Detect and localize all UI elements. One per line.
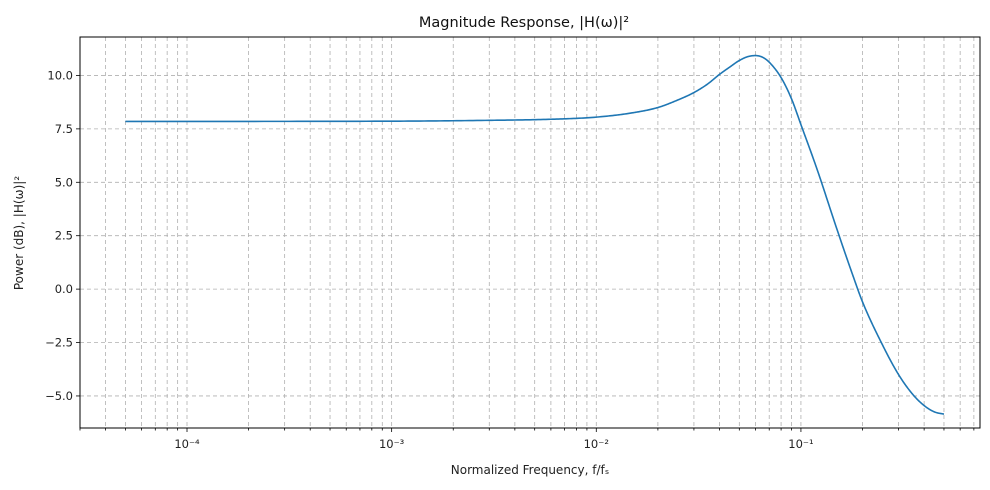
- y-tick-label: 0.0: [55, 282, 73, 296]
- y-tick-label: −2.5: [45, 336, 73, 350]
- x-tick-label: 10⁻¹: [788, 437, 813, 451]
- plot-area-frame: [79, 36, 981, 429]
- x-axis-label: Normalized Frequency, f/fₛ: [451, 463, 609, 477]
- y-tick-label: 2.5: [55, 229, 73, 243]
- y-axis-label: Power (dB), |H(ω)|²: [12, 176, 26, 290]
- y-tick-label: 10.0: [47, 68, 73, 82]
- x-tick-label: 10⁻³: [379, 437, 405, 451]
- x-tick-label: 10⁻⁴: [174, 437, 200, 451]
- x-tick-label: 10⁻²: [584, 437, 609, 451]
- y-axis-ticks: 10.0 7.5 5.0 2.5 0.0 −2.5 −5.0: [45, 68, 80, 403]
- grid: [79, 37, 980, 428]
- y-tick-label: 5.0: [55, 175, 73, 189]
- y-tick-label: −5.0: [45, 389, 73, 403]
- x-axis-ticks: 10⁻⁴ 10⁻³ 10⁻² 10⁻¹: [79, 428, 975, 451]
- series-line: [125, 54, 945, 415]
- series-layer: [125, 54, 945, 415]
- chart-title: Magnitude Response, |H(ω)|²: [419, 15, 629, 31]
- y-tick-label: 7.5: [55, 122, 73, 136]
